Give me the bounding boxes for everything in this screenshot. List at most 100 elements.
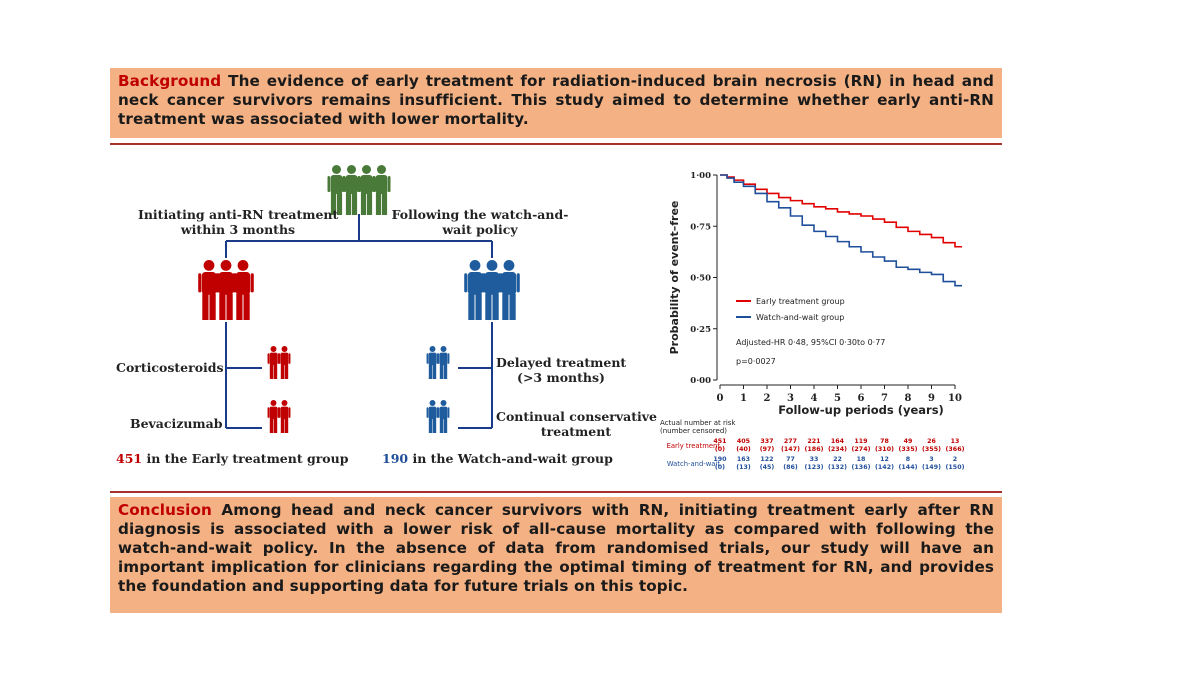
risk-censored-value: (310) (875, 446, 894, 453)
risk-at-risk-value: 78 (880, 438, 889, 445)
risk-at-risk-value: 119 (854, 438, 867, 445)
x-tick-label: 5 (834, 393, 841, 404)
x-tick-label: 1 (740, 393, 747, 404)
corticosteroids-label: Corticosteroids (116, 360, 224, 375)
risk-at-risk-value: 277 (784, 438, 797, 445)
risk-censored-value: (150) (946, 464, 965, 471)
background-heading: Background (118, 72, 222, 90)
risk-at-risk-value: 8 (906, 456, 910, 463)
x-tick-label: 4 (811, 393, 818, 404)
x-tick-label: 3 (787, 393, 794, 404)
wait-count-label: in the Watch-and-wait group (408, 451, 613, 466)
risk-row-label: Early treatment (667, 442, 721, 450)
risk-censored-value: (186) (805, 446, 824, 453)
delayed-treatment-label: Delayed treatment (>3 months) (496, 355, 626, 385)
risk-at-risk-value: 221 (807, 438, 820, 445)
risk-censored-value: (366) (946, 446, 965, 453)
x-tick-label: 10 (948, 393, 962, 404)
y-axis-title: Probability of event–free (668, 201, 681, 355)
risk-censored-value: (234) (828, 446, 847, 453)
stat-annotation: Adjusted-HR 0·48, 95%CI 0·30to 0·77 (736, 338, 885, 347)
wait-count: 190 (382, 451, 409, 466)
wait-group-icon (464, 260, 520, 320)
early-branch-line2: within 3 months (180, 222, 296, 237)
y-tick-label: 0·00 (690, 376, 711, 386)
risk-at-risk-value: 33 (810, 456, 819, 463)
risk-censored-value: (132) (828, 464, 847, 471)
km-axes (713, 174, 956, 389)
watch-and-wait-groupcurve (720, 174, 963, 287)
risk-at-risk-value: 49 (904, 438, 913, 445)
risk-censored-value: (147) (781, 446, 800, 453)
risk-censored-value: (335) (899, 446, 918, 453)
risk-at-risk-value: 337 (760, 438, 773, 445)
risk-at-risk-value: 26 (927, 438, 936, 445)
risk-at-risk-value: 3 (929, 456, 933, 463)
risk-censored-value: (149) (922, 464, 941, 471)
top-divider (110, 143, 1002, 145)
legend-label: Early treatment group (756, 297, 845, 306)
risk-censored-value: (144) (899, 464, 918, 471)
flow-diagram (198, 165, 520, 433)
flow-connectors (225, 214, 493, 429)
x-axis-title: Follow-up periods (years) (778, 403, 944, 417)
risk-at-risk-value: 22 (833, 456, 842, 463)
early-treatment-groupcurve (720, 174, 963, 248)
wait-count-text: 190 in the Watch-and-wait group (382, 451, 613, 466)
y-tick-label: 1·00 (690, 171, 711, 181)
early-branch-label: Initiating anti-RN treatment within 3 mo… (138, 207, 338, 237)
conservative-line2: treatment (540, 424, 612, 439)
risk-censored-value: (13) (736, 464, 751, 471)
risk-censored-value: (123) (805, 464, 824, 471)
risk-censored-value: (97) (760, 446, 775, 453)
risk-censored-value: (142) (875, 464, 894, 471)
risk-at-risk-value: 77 (786, 456, 795, 463)
corticosteroids-icon (267, 346, 291, 379)
legend-label: Watch-and-wait group (756, 313, 844, 322)
conservative-treatment-icon (426, 400, 450, 433)
early-branch-line1: Initiating anti-RN treatment (138, 207, 339, 222)
km-chart: 0·000·250·500·751·000 1 2 3 4 5 6 7 8 9 10Probabil… (660, 171, 965, 471)
conclusion-text: Among head and neck cancer survivors wit… (118, 501, 994, 595)
km-text: 0·000·250·500·751·000 1 2 3 4 5 6 7 8 9 10Probabil… (660, 171, 965, 471)
risk-table-title: Actual number at risk (660, 419, 736, 427)
background-text: The evidence of early treatment for radi… (118, 72, 994, 128)
conservative-treatment-label: Continual conservative treatment (496, 409, 657, 439)
bottom-divider (110, 491, 1002, 493)
delayed-treatment-icon (426, 346, 450, 379)
risk-censored-value: (274) (852, 446, 871, 453)
conclusion-box: Conclusion Among head and neck cancer su… (110, 497, 1002, 613)
delayed-line2: (>3 months) (517, 370, 605, 385)
y-tick-label: 0·75 (690, 222, 711, 232)
risk-at-risk-value: 163 (737, 456, 750, 463)
bevacizumab-icon (267, 400, 291, 433)
stat-annotation: p=0·0027 (736, 357, 776, 366)
x-tick-label: 8 (905, 393, 912, 404)
risk-censored-value: (136) (852, 464, 871, 471)
risk-censored-value: (40) (736, 446, 751, 453)
risk-censored-value: (0) (715, 464, 725, 471)
wait-branch-line2: wait policy (442, 222, 518, 237)
x-tick-label: 7 (881, 393, 888, 404)
early-group-icon (198, 260, 254, 320)
conservative-line1: Continual conservative (496, 409, 657, 424)
risk-censored-value: (86) (783, 464, 798, 471)
early-count-text: 451 in the Early treatment group (116, 451, 348, 466)
risk-at-risk-value: 190 (713, 456, 727, 463)
km-curves (720, 174, 963, 287)
background-box: Background The evidence of early treatme… (110, 68, 1002, 138)
early-count: 451 (116, 451, 143, 466)
risk-table-subtitle: (number censored) (660, 427, 727, 435)
delayed-line1: Delayed treatment (496, 355, 627, 370)
wait-branch-line1: Following the watch-and- (391, 207, 569, 222)
risk-censored-value: (45) (760, 464, 775, 471)
conclusion-heading: Conclusion (118, 501, 212, 519)
x-tick-label: 2 (764, 393, 771, 404)
risk-censored-value: (0) (715, 446, 725, 453)
risk-at-risk-value: 18 (857, 456, 866, 463)
y-tick-label: 0·25 (690, 325, 711, 335)
wait-branch-label: Following the watch-and- wait policy (386, 207, 574, 237)
y-tick-label: 0·50 (690, 274, 711, 284)
early-count-label: in the Early treatment group (142, 451, 349, 466)
all-patients-icon (327, 165, 391, 215)
